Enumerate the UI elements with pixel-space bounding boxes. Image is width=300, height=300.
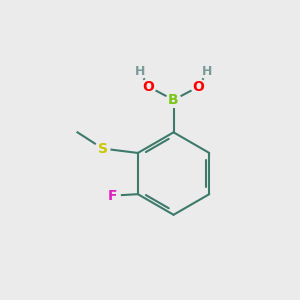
- Circle shape: [95, 141, 110, 156]
- Circle shape: [132, 64, 147, 79]
- Circle shape: [191, 79, 206, 94]
- Circle shape: [106, 188, 120, 203]
- Circle shape: [200, 64, 215, 79]
- Text: O: O: [142, 80, 154, 94]
- Circle shape: [141, 79, 156, 94]
- Text: B: B: [168, 93, 179, 107]
- Text: F: F: [108, 189, 118, 202]
- Text: S: S: [98, 142, 107, 155]
- Text: H: H: [202, 65, 213, 78]
- Text: H: H: [134, 65, 145, 78]
- Text: O: O: [193, 80, 205, 94]
- Circle shape: [166, 93, 181, 107]
